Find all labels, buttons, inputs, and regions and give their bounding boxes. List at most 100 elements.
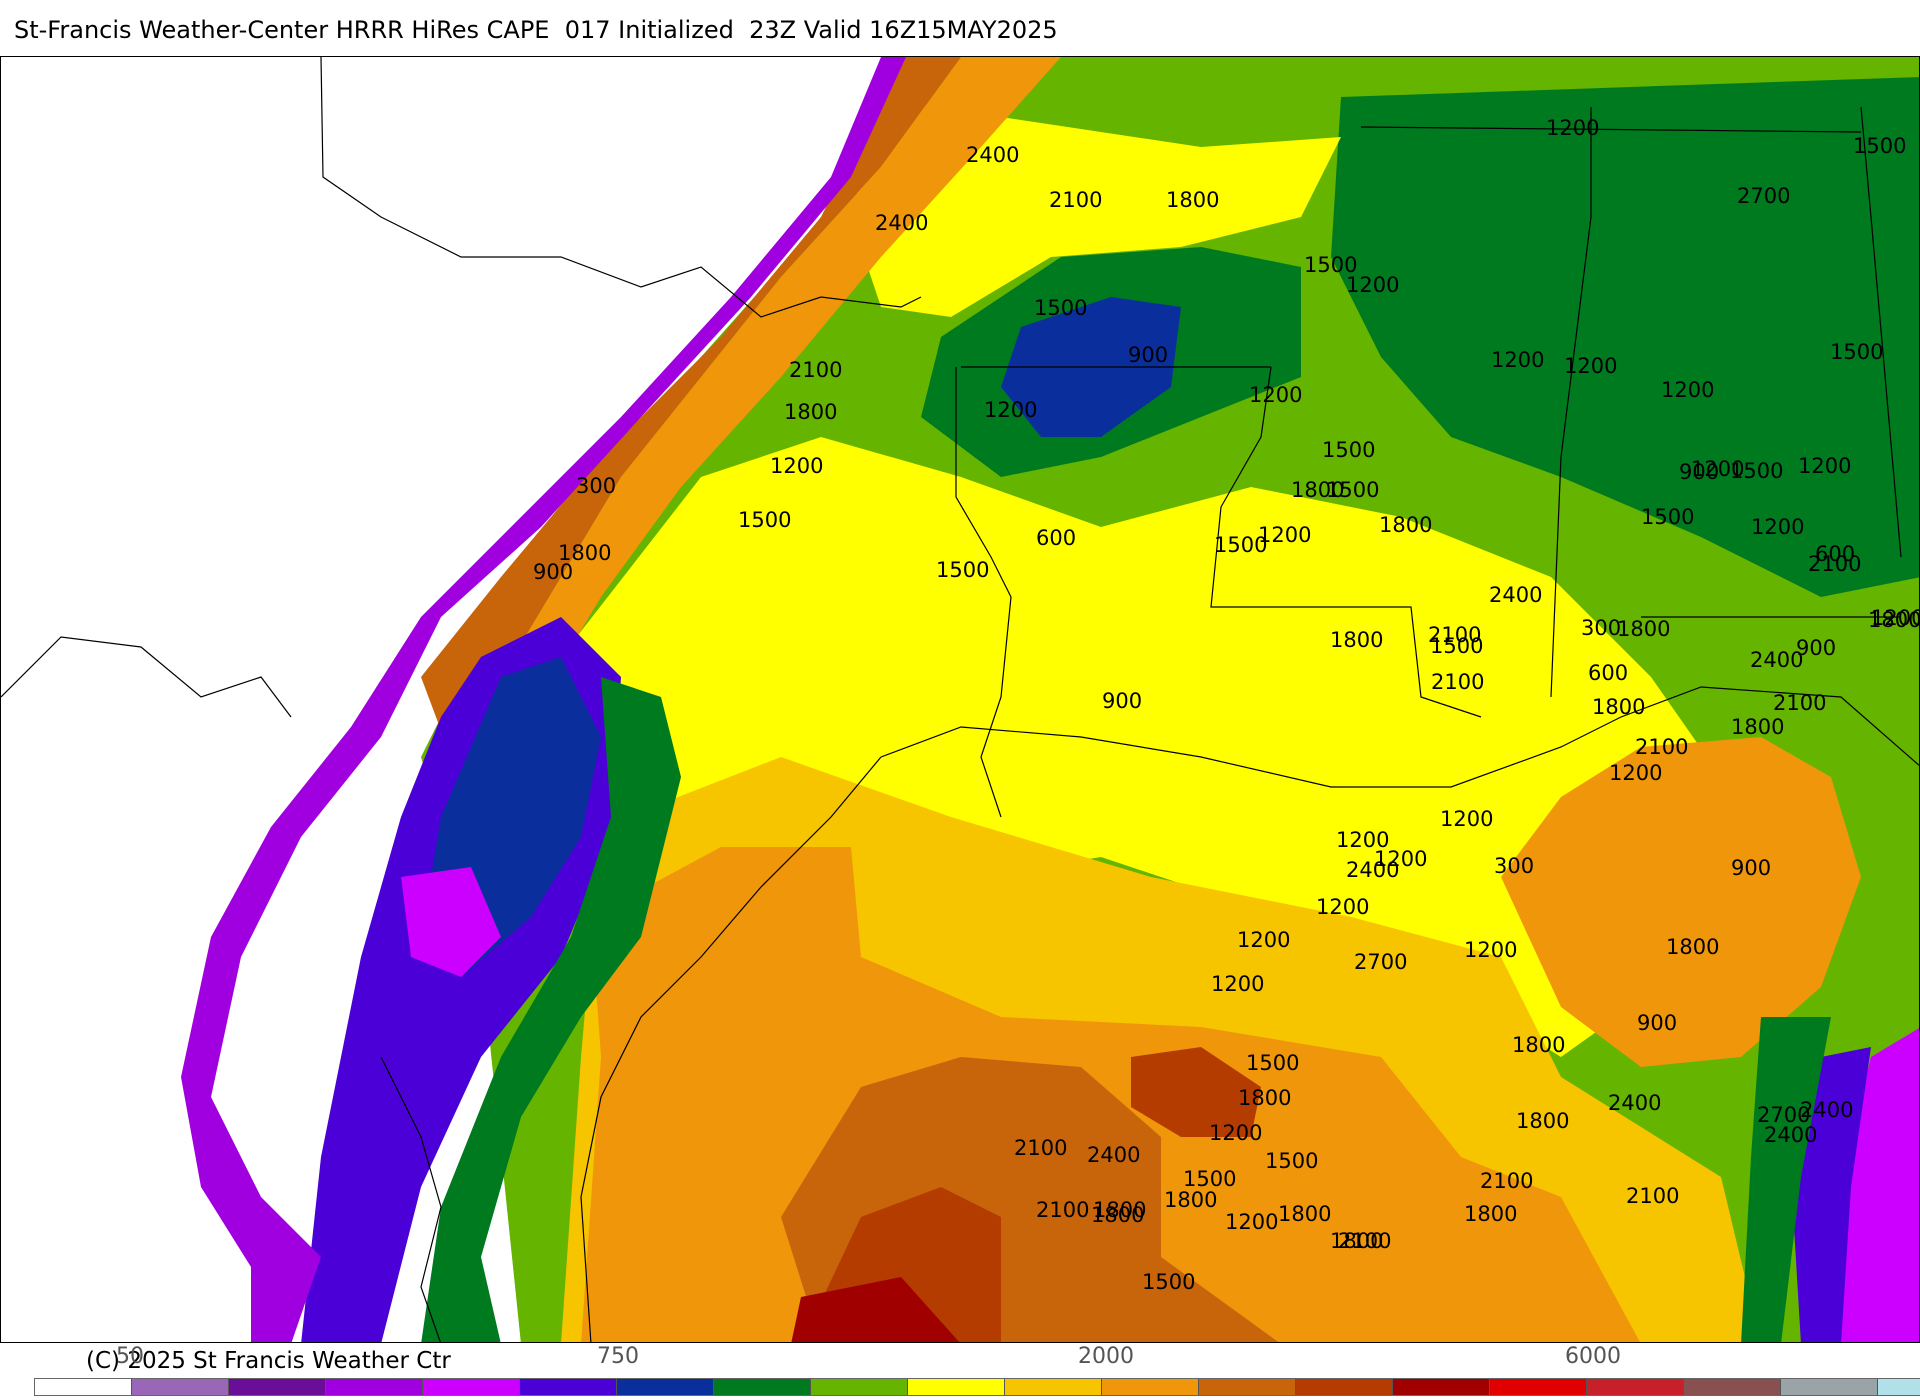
tick-label: 50 [116,1344,144,1369]
colorbar-swatch [714,1379,811,1395]
contour-label: 2100 [1049,188,1102,212]
colorbar-swatch [1490,1379,1587,1395]
contour-label: 1200 [1237,928,1290,952]
contour-label: 1800 [1091,1203,1144,1227]
border-tn-south [1360,126,1862,133]
contour-label: 1800 [558,541,611,565]
colorbar-swatch [811,1379,908,1395]
colorbar-swatch [326,1379,423,1395]
contour-label: 1200 [1374,847,1427,871]
contour-label: 1800 [1330,628,1383,652]
contour-label: 1200 [1751,515,1804,539]
contour-label: 1800 [1868,608,1920,632]
contour-label: 900 [1796,636,1836,660]
cape-region-brown-cell [1131,1047,1261,1137]
cape-region-west-brown [421,57,961,757]
contour-label: 1500 [1853,134,1906,158]
contour-label: 1200 [1316,895,1369,919]
contour-label: 2400 [1087,1143,1140,1167]
border-ms-la [1210,366,1482,718]
contour-label: 1200 [1346,273,1399,297]
contour-label: 1500 [738,508,791,532]
contour-label: 1500 [1641,505,1694,529]
contour-label: 1200 [1211,972,1264,996]
contour-label: 1500 [1430,634,1483,658]
colorbar-swatch [520,1379,617,1395]
colorbar-swatch [1102,1379,1199,1395]
contour-label: 2100 [789,358,842,382]
cape-region-dark-red [791,1277,960,1342]
contour-label: 1500 [1322,438,1375,462]
contour-label: 1500 [1214,533,1267,557]
contour-label: 1800 [1164,1188,1217,1212]
contour-label: 1800 [1166,188,1219,212]
contour-label: 1500 [1730,459,1783,483]
contour-label: 2100 [1635,735,1688,759]
contour-label: 600 [1036,526,1076,550]
contour-label: 600 [1588,661,1628,685]
contour-label: 1500 [1326,478,1379,502]
colorbar-swatch [229,1379,326,1395]
contour-label: 1500 [1246,1051,1299,1075]
colorbar-swatch [908,1379,1005,1395]
border-mexico-river [380,1056,442,1342]
colorbar-swatch [1781,1379,1878,1395]
contour-label: 1200 [1609,761,1662,785]
contour-label: 1200 [1440,807,1493,831]
state-boundaries [1,57,1919,1342]
contour-label: 900 [1102,689,1142,713]
cape-region-deep-green-ne [1331,77,1919,597]
copyright-text: (C) 2025 St Francis Weather Ctr [86,1348,451,1374]
colorbar-swatch [132,1379,229,1395]
colorbar-swatch [1393,1379,1490,1395]
contour-label: 900 [1679,460,1719,484]
contour-label: 2400 [1346,858,1399,882]
contour-label: 2700 [1354,950,1407,974]
cape-fill-layers [181,57,1919,1342]
contour-label: 1800 [1238,1086,1291,1110]
map-title: St-Francis Weather-Center HRRR HiRes CAP… [14,16,1058,44]
contour-label: 1200 [1871,606,1920,630]
colorbar-swatch [617,1379,714,1395]
colorbar-swatch [423,1379,520,1395]
contour-label: 1200 [1209,1121,1262,1145]
contour-label: 1800 [1093,1198,1146,1222]
contour-label: 2700 [1737,184,1790,208]
contour-label: 1200 [1464,938,1517,962]
contour-label: 1800 [1617,617,1670,641]
contour-label: 1500 [1183,1167,1236,1191]
contour-label: 900 [533,560,573,584]
contour-label: 1200 [1491,348,1544,372]
contour-label: 1800 [1291,478,1344,502]
contour-label: 2100 [1431,670,1484,694]
contour-label: 1800 [1516,1109,1569,1133]
contour-label: 2700 [1757,1103,1810,1127]
contour-label: 1200 [1691,457,1744,481]
contour-label: 300 [576,474,616,498]
contour-label: 1800 [1278,1202,1331,1226]
contour-label: 900 [1731,856,1771,880]
contour-label: 1200 [1564,354,1617,378]
contour-label: 1800 [1512,1033,1565,1057]
tick-label: 750 [597,1344,639,1369]
cape-region-west-deep-green [421,677,681,1342]
border-arkansas-louisiana [955,367,1012,818]
contour-label: 600 [1815,542,1855,566]
contour-label: 2400 [875,211,928,235]
contour-label: 1200 [1249,383,1302,407]
border-texas-oklahoma [320,57,922,318]
contour-label: 2100 [1036,1198,1089,1222]
contour-label: 1200 [1225,1210,1278,1234]
color-scale-bar [34,1378,1920,1396]
cape-region-se-deep-green [1741,1017,1831,1342]
contour-label: 2400 [1608,1091,1661,1115]
contour-label: 2400 [1489,583,1542,607]
contour-label: 1500 [1304,253,1357,277]
contour-label: 1500 [1830,340,1883,364]
colorbar-swatch [1005,1379,1102,1395]
colorbar-swatch [1684,1379,1781,1395]
contour-label: 1500 [1265,1149,1318,1173]
contour-label: 900 [1128,343,1168,367]
contour-label: 1200 [1661,378,1714,402]
contour-label: 1200 [1546,116,1599,140]
